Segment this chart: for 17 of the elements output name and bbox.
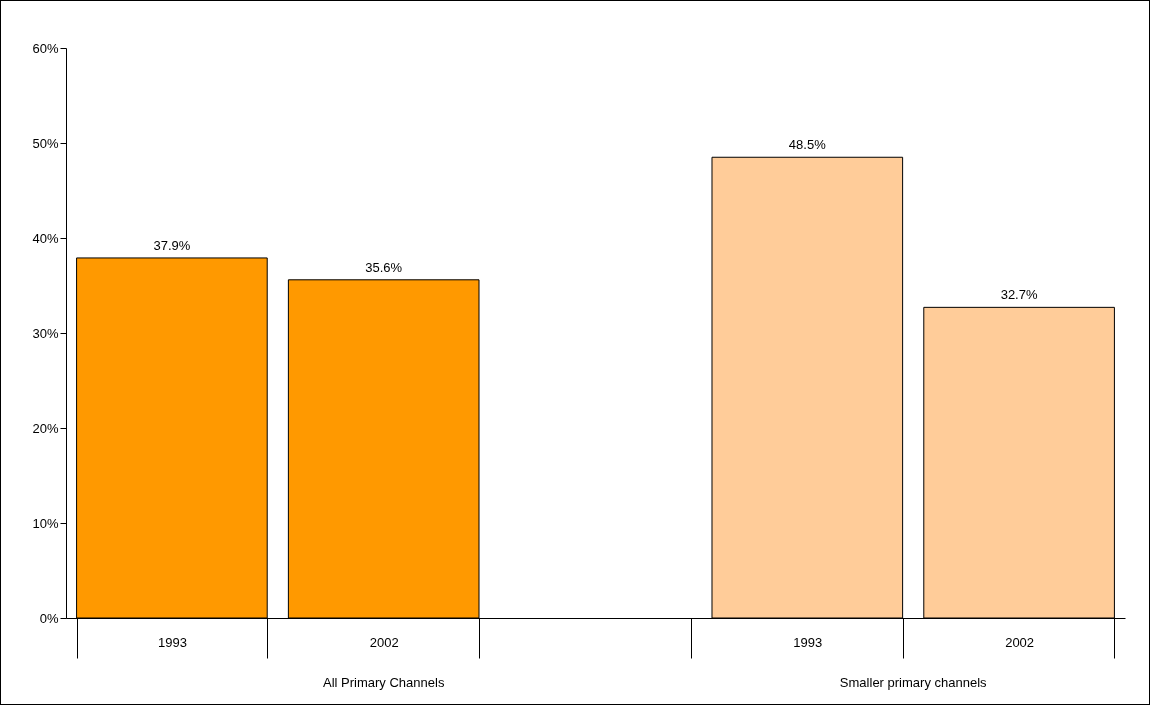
y-tick-label: 60% bbox=[32, 40, 59, 56]
y-tick-label: 0% bbox=[39, 610, 59, 626]
x-tick-label: 1993 bbox=[157, 634, 187, 650]
y-tick-label: 10% bbox=[32, 515, 59, 531]
y-tick-label: 30% bbox=[32, 325, 59, 341]
x-tick-label: 2002 bbox=[369, 634, 399, 650]
data-label: 32.7% bbox=[1000, 287, 1038, 303]
data-label: 48.5% bbox=[788, 137, 827, 153]
text: All Primary Channels bbox=[323, 675, 445, 690]
y-tick-label: 20% bbox=[32, 420, 59, 436]
y-tick-label: 50% bbox=[32, 135, 59, 151]
data-label: 37.9% bbox=[153, 237, 191, 253]
text: Smaller primary channels bbox=[839, 675, 988, 690]
y-tick-label: 40% bbox=[32, 230, 59, 246]
x-tick-label: 1993 bbox=[793, 634, 823, 650]
data-label: 35.6% bbox=[365, 259, 403, 275]
x-tick-label: 2002 bbox=[1005, 634, 1035, 650]
